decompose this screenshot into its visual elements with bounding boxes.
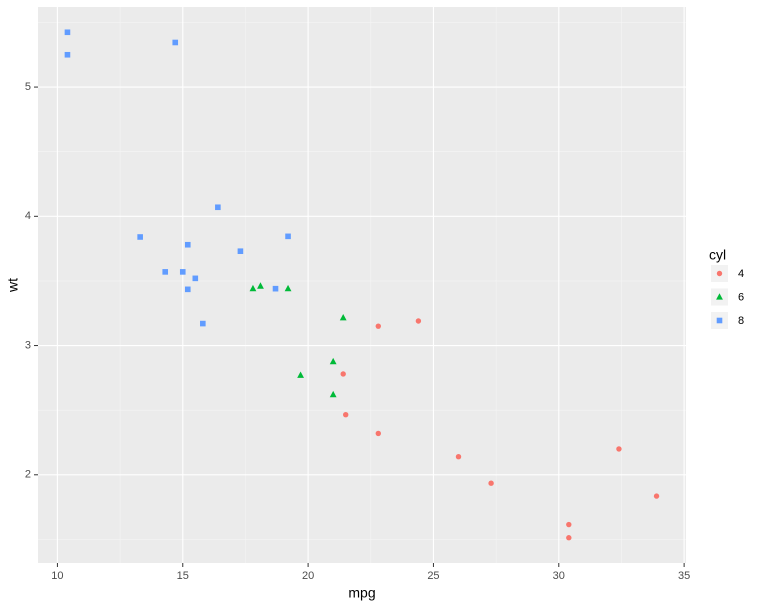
point <box>162 269 169 275</box>
point <box>64 29 71 36</box>
point <box>249 284 257 292</box>
y-tick-label: 5 <box>25 81 31 93</box>
point <box>343 411 349 418</box>
legend-label: 4 <box>738 268 744 280</box>
panel <box>38 7 686 563</box>
point <box>184 286 191 293</box>
legend-symbol <box>716 270 723 277</box>
x-tick-label: 20 <box>302 570 314 582</box>
point <box>488 480 494 486</box>
point <box>215 204 221 211</box>
point <box>184 241 191 248</box>
point <box>329 357 337 365</box>
point <box>653 493 660 499</box>
point <box>192 275 199 282</box>
point <box>616 446 622 452</box>
point <box>455 453 462 460</box>
x-tick-label: 15 <box>177 570 189 582</box>
legend-symbol <box>716 317 723 324</box>
y-tick-label: 2 <box>25 469 31 481</box>
point <box>285 233 291 240</box>
point <box>284 284 292 292</box>
point <box>64 51 71 58</box>
legend-label: 6 <box>738 291 744 303</box>
y-tick-label: 3 <box>25 339 31 351</box>
x-tick-label: 10 <box>51 570 63 582</box>
point <box>375 323 381 329</box>
point <box>179 269 186 275</box>
legend-symbol <box>716 293 723 300</box>
y-tick-label: 4 <box>25 210 31 222</box>
legend-label: 8 <box>738 315 744 327</box>
point <box>329 390 337 398</box>
point <box>297 371 304 378</box>
point <box>172 39 179 46</box>
y-axis-title: wt <box>5 278 21 293</box>
point <box>272 285 279 292</box>
point <box>340 371 346 377</box>
x-axis-title: mpg <box>348 585 375 601</box>
point <box>566 521 572 528</box>
point <box>137 234 143 240</box>
point <box>257 282 264 289</box>
x-tick-label: 30 <box>553 570 565 582</box>
point <box>339 313 347 321</box>
point <box>415 318 422 324</box>
x-tick-label: 25 <box>427 570 439 582</box>
point <box>237 248 244 255</box>
x-tick-label: 35 <box>678 570 690 582</box>
point <box>566 535 572 541</box>
legend-title: cyl <box>709 247 726 263</box>
point <box>200 320 206 327</box>
point <box>375 430 381 437</box>
